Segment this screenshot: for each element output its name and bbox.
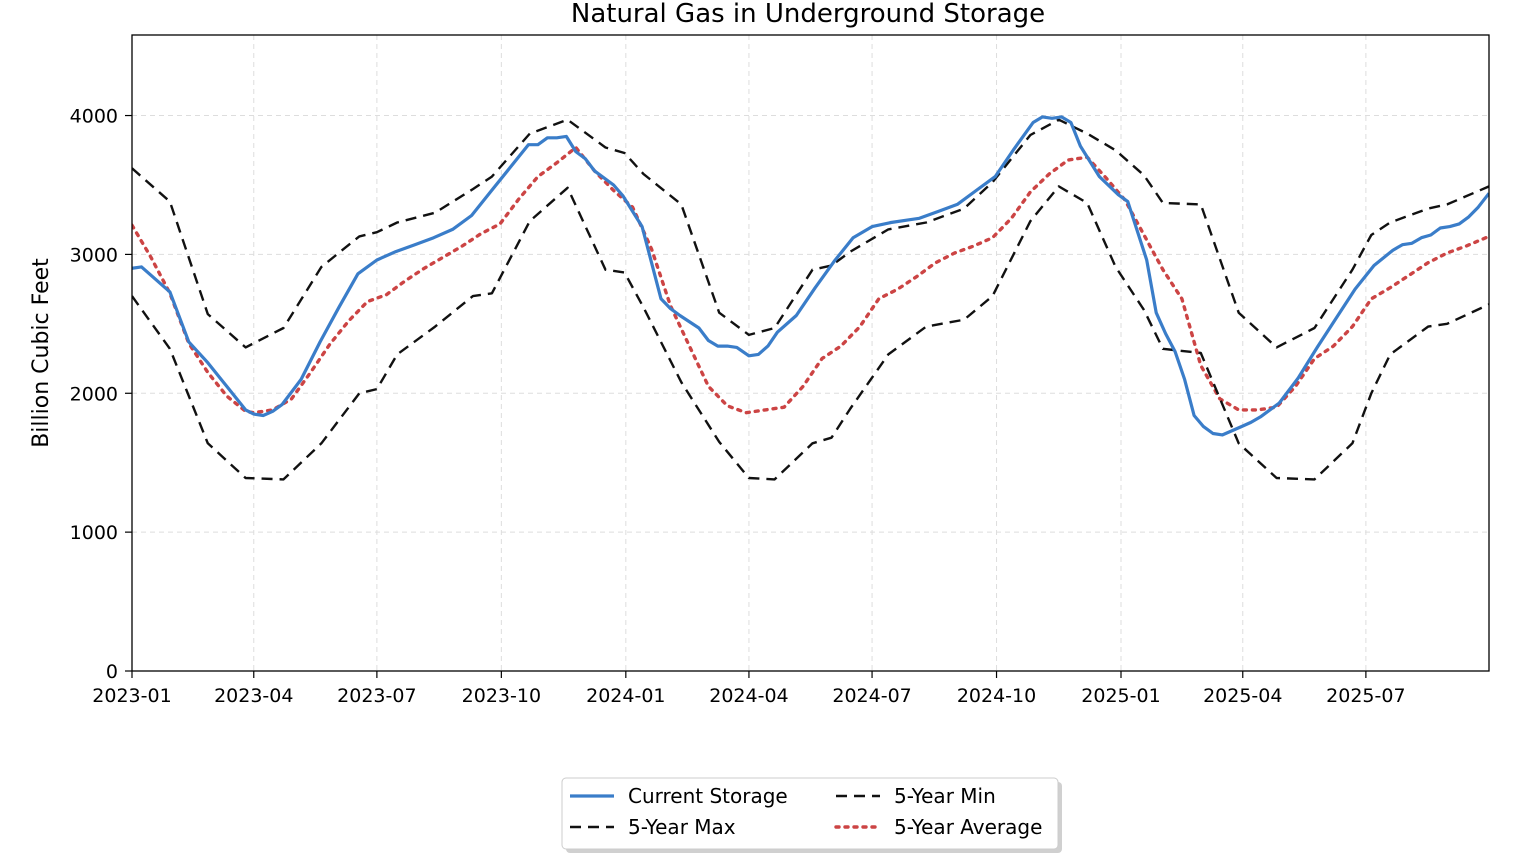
y-tick-label: 4000 [70,106,118,128]
x-tick-label: 2024-07 [832,685,911,707]
plot-frame [131,34,1490,672]
grid [131,35,1489,672]
y-tick-label: 2000 [70,383,118,405]
x-tick-label: 2024-01 [586,685,665,707]
legend-label-5-year-average: 5-Year Average [894,815,1042,839]
x-tick-label: 2023-01 [92,685,171,707]
series-lines [132,115,1489,481]
axis-ticks: 2023-01 2023-04 2023-07 2023-10 2024-01 2024-… [70,106,1406,707]
x-tick-label: 2024-04 [709,685,788,707]
y-tick-label: 0 [106,661,118,683]
y-tick-label: 1000 [70,522,118,544]
x-tick-label: 2023-04 [214,685,293,707]
legend-label-5-year-min: 5-Year Min [894,784,996,808]
y-tick-label: 3000 [70,244,118,266]
y-axis-label: Billion Cubic Feet [29,258,54,448]
x-tick-label: 2025-04 [1203,685,1282,707]
x-tick-label: 2025-07 [1326,685,1405,707]
series-line-5-year-average [132,145,1489,415]
legend-label-5-year-max: 5-Year Max [628,815,736,839]
series-line-5-year-max [132,118,1489,349]
chart-title: Natural Gas in Underground Storage [571,0,1045,29]
x-tick-label: 2023-07 [337,685,416,707]
x-tick-label: 2023-10 [462,685,541,707]
x-tick-label: 2025-01 [1081,685,1160,707]
series-line-5-year-min [132,185,1489,481]
x-tick-label: 2024-10 [957,685,1036,707]
legend: Current Storage 5-Year Max 5-Year Min 5-Yea… [561,777,1062,853]
legend-label-current-storage: Current Storage [628,784,788,808]
series-line-current-storage [132,115,1489,437]
legend-box [561,777,1059,850]
